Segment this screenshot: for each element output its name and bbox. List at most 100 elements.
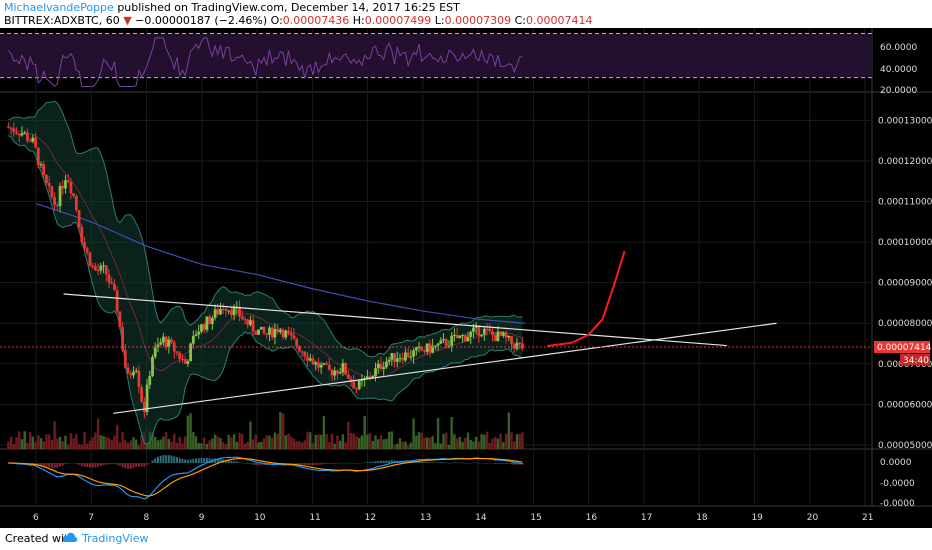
candle-body [485,328,489,330]
candle-body [189,343,192,362]
candle-body [134,370,138,372]
volume-bar [333,443,336,449]
breakout-projection-curve[interactable] [547,250,626,347]
candle-body [58,185,62,206]
candle-body [194,334,198,336]
descending-trendline[interactable] [63,293,727,347]
candle-body [66,180,70,183]
candle-body [477,325,481,336]
chart-canvas[interactable]: 60.0000 40.0000 20.0000 0.00013000 0.000… [0,28,932,528]
candle-body [281,329,285,338]
macd-hist-bar [178,458,181,463]
candle-body [425,343,429,352]
candle-body [145,384,149,413]
macd-hist-bar [309,463,312,466]
candle-body [129,373,133,376]
candle-body [330,369,334,376]
volume-bar [387,431,391,449]
volume-bar [140,434,143,449]
macd-hist-bar [246,463,249,464]
candle-body [132,371,135,376]
volume-bar [39,438,43,449]
author-link[interactable]: MichaelvandePoppe [4,1,114,14]
volume-bar [423,437,426,449]
macd-hist-bar [227,460,230,463]
macd-hist-bar [428,462,431,463]
volume-bar [458,436,462,449]
macd-hist-bar [252,463,255,465]
macd-hist-bar [167,455,170,463]
candle-body [376,363,380,369]
candle-body [390,353,394,360]
bollinger-upper [8,100,523,358]
macd-hist-bar [453,462,456,463]
volume-bar [254,434,258,449]
macd-hist-bar [121,463,124,467]
candle-body [452,334,456,336]
volume-bar [469,439,472,449]
time-tick: 12 [365,513,376,523]
volume-bar [265,435,268,449]
volume-bar [483,434,486,449]
macd-hist-bar [331,463,334,464]
macd-hist-bar [224,459,227,463]
volume-bar [360,435,364,449]
macd-hist-bar [385,460,388,463]
volume-bar [105,437,108,449]
volume-bar [284,435,287,449]
macd-hist-bar [78,463,81,465]
time-tick: 14 [475,513,487,523]
volume-bar [281,413,285,449]
ascending-trendline[interactable] [113,322,777,414]
candle-body [96,270,100,272]
macd-hist-bar [464,463,467,464]
volume-bar [349,432,353,449]
candle-body [466,336,470,342]
volume-bar [464,437,467,449]
volume-bar [232,434,236,449]
volume-bar [235,441,239,449]
down-arrow-icon: ▼ [123,14,132,27]
candlesticks [6,122,524,419]
volume-bar [398,438,402,449]
volume-bar [88,440,92,449]
candle-body [512,344,516,349]
volume-bar [202,437,206,449]
volume-bar [219,438,222,449]
macd-hist-bar [393,460,396,463]
candle-body [319,364,323,368]
macd-hist-bar [132,463,135,468]
tradingview-link[interactable]: TradingView [82,532,149,545]
candle-body [461,335,464,337]
candle-body [395,358,399,362]
macd-hist-bar [151,460,154,463]
macd-hist-bar [371,461,374,463]
candle-body [53,197,57,206]
macd-hist-bar [458,462,461,464]
volume-bar [276,433,279,449]
volume-bar [442,433,445,449]
volume-bar [309,432,312,449]
macd-hist-bar [97,463,100,467]
high-label: H: [352,14,365,27]
candle-body [12,128,16,133]
candle-body [297,346,301,352]
candle-body [153,347,157,357]
macd-hist-bar [42,463,45,467]
macd-tick: -0.0000 [880,479,915,489]
volume-bar [450,416,453,449]
candle-body [99,265,103,271]
volume-bar [102,436,105,449]
candle-body [472,327,475,332]
volume-bar [194,436,198,449]
macd-hist-bar [186,459,189,463]
candle-body [219,309,222,315]
candle-body [104,265,108,275]
candle-body [254,331,258,335]
macd-hist-bar [129,463,132,469]
macd-hist-bar [382,460,385,463]
candle-body [224,309,228,311]
volume-bar [132,437,135,449]
macd-hist-bar [333,463,336,464]
volume-bar [7,441,10,449]
